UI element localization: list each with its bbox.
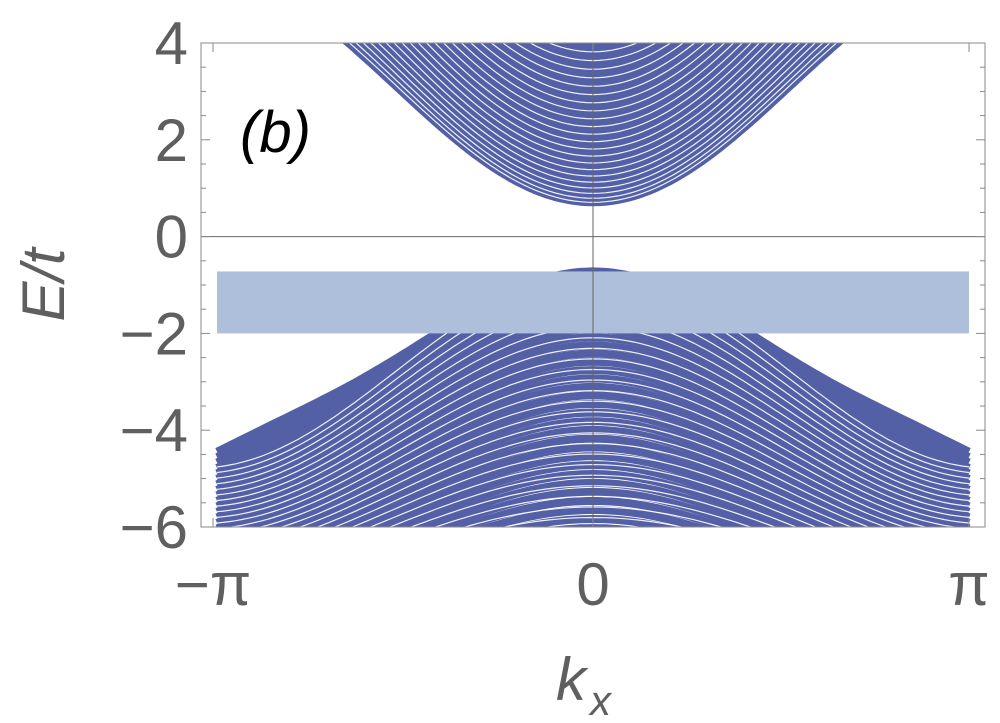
y-tick-labels: 4 2 0 −2 −4 −6 [120, 10, 188, 561]
x-axis-title-sub: x [588, 677, 613, 723]
y-tick-label: −2 [120, 300, 188, 367]
conduction-subband [553, 43, 633, 50]
y-axis-title: E/t [10, 246, 77, 322]
x-tick-labels: −π 0 π [175, 551, 990, 618]
panel-label: (b) [240, 100, 311, 165]
x-axis-title-main: k [556, 646, 589, 713]
y-tick-label: 2 [155, 107, 188, 174]
y-tick-label: 0 [155, 204, 188, 271]
y-tick-label: −4 [120, 397, 188, 464]
x-axis-title: k x [556, 646, 613, 723]
y-tick-label: 4 [155, 10, 188, 77]
x-tick-label: π [948, 551, 989, 618]
y-tick-label: −6 [120, 494, 188, 561]
tick-marks [201, 42, 985, 528]
x-tick-label: 0 [576, 551, 609, 618]
x-tick-label: −π [175, 551, 251, 618]
